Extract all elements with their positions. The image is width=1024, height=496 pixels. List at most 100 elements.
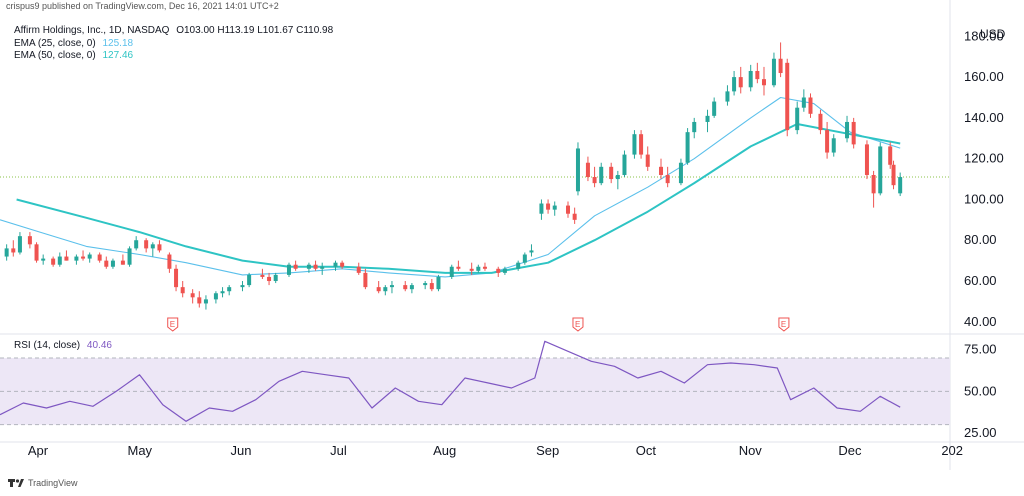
candle-body [522,254,527,263]
candle-body [34,244,39,261]
candle-body [340,262,345,267]
candle-body [313,264,318,269]
candle-body [771,58,776,86]
candle-body [529,250,534,253]
earnings-marker-label: E [170,320,175,329]
candle-body [795,107,800,131]
rsi-tick-label: 75.00 [964,342,997,357]
candle-body [81,256,86,259]
rsi-legend: RSI (14, close) 40.46 [14,340,112,351]
x-tick-label: 202 [941,443,963,458]
price-tick-label: 80.00 [964,232,997,247]
ema50-label: EMA (50, close, 0) [14,50,96,61]
candle-body [306,264,311,269]
candle-body [502,268,507,273]
earnings-marker-icon [778,317,790,332]
candle-body [174,268,179,288]
candle-body [705,115,710,122]
candle-body [64,256,69,261]
price-tick-label: 160.00 [964,69,1004,84]
candle-body [97,254,102,261]
ema25-line [0,96,901,278]
candle-body [320,266,325,269]
candle-body [57,256,62,265]
candle-body [645,154,650,167]
candle-body [429,283,434,290]
candle-body [622,154,627,175]
candle-body [220,291,225,294]
candle-body [197,297,202,304]
candle-body [725,91,730,102]
candle-body [120,260,125,265]
candle-body [785,62,790,131]
x-tick-label: Oct [636,443,657,458]
candle-body [496,268,501,273]
ema25-legend: EMA (25, close, 0) 125.18 [14,38,133,49]
candle-body [539,203,544,214]
candle-body [51,258,56,265]
price-currency-label: USD [980,27,1006,41]
rsi-tick-label: 25.00 [964,425,997,440]
candle-body [575,148,580,192]
candle-body [845,121,850,139]
price-tick-label: 140.00 [964,110,1004,125]
candle-body [864,144,869,175]
candle-body [449,266,454,277]
rsi-line [0,340,901,422]
candle-body [898,177,903,194]
earnings-marker-label: E [781,320,786,329]
ema50-line [16,123,901,274]
candle-body [685,132,690,163]
footer: TradingView [8,478,78,488]
candle-body [761,79,766,86]
candle-body [134,240,139,249]
candle-body [659,166,664,175]
candle-body [609,166,614,180]
candle-body [333,262,338,267]
candle-body [592,177,597,184]
candle-body [150,244,155,249]
candle-body [110,260,115,267]
candle-body [572,213,577,220]
ohlc-text: O103.00 H113.19 L101.67 C110.98 [176,25,334,36]
candle-body [878,146,883,194]
candle-body [11,248,16,253]
candle-body [104,260,109,267]
candle-body [778,58,783,74]
candle-body [831,138,836,153]
x-tick-label: Nov [739,443,763,458]
candle-body [851,121,856,145]
candle-body [157,244,162,251]
candle-body [213,293,218,300]
symbol-legend: Affirm Holdings, Inc., 1D, NASDAQ O103.0… [14,25,333,36]
candle-body [260,274,265,277]
candle-body [891,164,896,186]
published-info: crispus9 published on TradingView.com, D… [6,1,279,11]
earnings-marker-icon [572,317,584,332]
price-tick-label: 60.00 [964,273,997,288]
candle-body [423,283,428,286]
earnings-marker-label: E [575,320,580,329]
candle-body [247,274,252,286]
candle-body [74,256,79,261]
candle-body [665,174,670,184]
x-tick-label: Sep [536,443,559,458]
candle-body [87,254,92,259]
x-tick-label: Jun [230,443,251,458]
ema50-legend: EMA (50, close, 0) 127.46 [14,50,133,61]
price-tick-label: 120.00 [964,151,1004,166]
candle-body [585,162,590,178]
candle-body [546,203,551,210]
candle-body [748,70,753,88]
candle-body [203,299,208,304]
candle-body [615,174,620,180]
candle-body [871,174,876,194]
candle-body [190,293,195,298]
candle-body [436,276,441,290]
candle-body [599,166,604,184]
price-axis-bg [950,0,1024,470]
candle-body [267,276,272,282]
rsi-label: RSI (14, close) [14,340,81,351]
candle-body [825,130,830,153]
